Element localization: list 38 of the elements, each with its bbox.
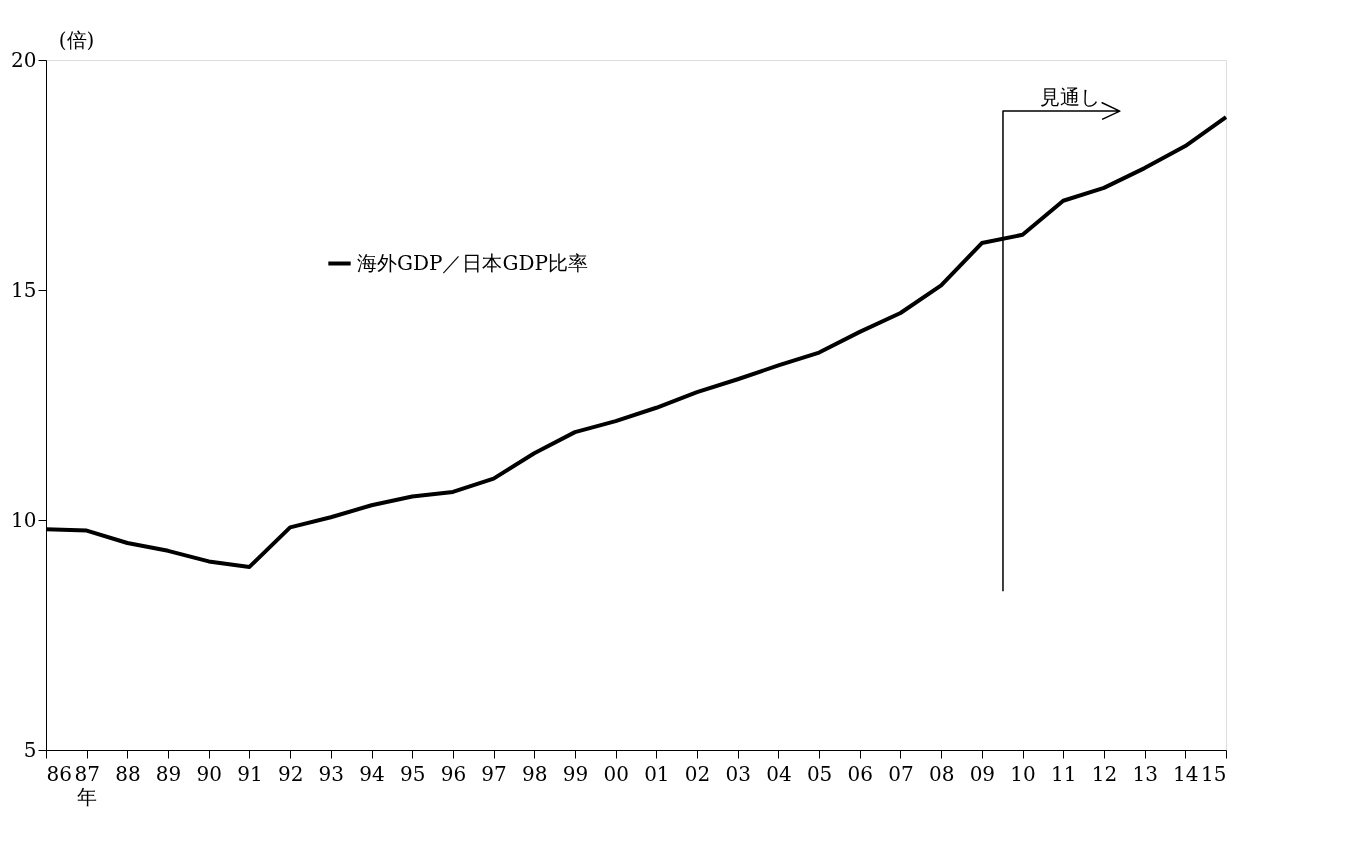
y-tick-label: 20 <box>11 47 37 72</box>
x-tick-label: 06 <box>847 761 874 786</box>
y-tick-label: 15 <box>11 277 37 302</box>
x-tick-label: 05 <box>806 761 833 786</box>
y-tick-label: 10 <box>11 507 37 532</box>
x-tick-label: 94 <box>359 761 385 786</box>
x-tick-label: 98 <box>522 761 548 786</box>
legend-label: 海外GDP／日本GDP比率 <box>357 250 588 275</box>
y-tick-label: 5 <box>23 737 37 762</box>
x-axis-title: 年 <box>76 785 97 809</box>
x-tick-label: 01 <box>644 761 670 786</box>
x-tick-label: 09 <box>969 761 996 786</box>
x-tick-label: 89 <box>155 761 182 786</box>
x-tick-label: 90 <box>196 761 222 786</box>
x-tick-label: 93 <box>318 761 345 786</box>
x-tick-label: 96 <box>440 761 467 786</box>
x-tick-label: 86 <box>46 761 72 786</box>
x-tick-label: 95 <box>399 761 426 786</box>
x-tick-label: 91 <box>237 761 263 786</box>
x-tick-label: 11 <box>1051 761 1077 786</box>
x-tick-label: 02 <box>684 761 711 786</box>
x-tick-label: 12 <box>1091 761 1118 786</box>
x-tick-label: 14 <box>1173 761 1199 786</box>
x-tick-label: 92 <box>277 761 304 786</box>
x-tick-label: 08 <box>928 761 955 786</box>
x-tick-label: 10 <box>1010 761 1036 786</box>
x-tick-label: 04 <box>766 761 792 786</box>
x-tick-label: 99 <box>562 761 589 786</box>
annotation: 見通し <box>1039 85 1100 110</box>
x-tick-label: 00 <box>603 761 629 786</box>
y-axis-title: (倍) <box>58 27 95 52</box>
x-tick-label: 13 <box>1132 761 1158 786</box>
x-tick-label: 15 <box>1201 761 1227 786</box>
x-tick-label: 07 <box>888 761 914 786</box>
x-tick-label: 88 <box>115 761 141 786</box>
x-tick-label: 87 <box>74 761 100 786</box>
x-tick-label: 97 <box>481 761 507 786</box>
x-tick-label: 03 <box>725 761 751 786</box>
